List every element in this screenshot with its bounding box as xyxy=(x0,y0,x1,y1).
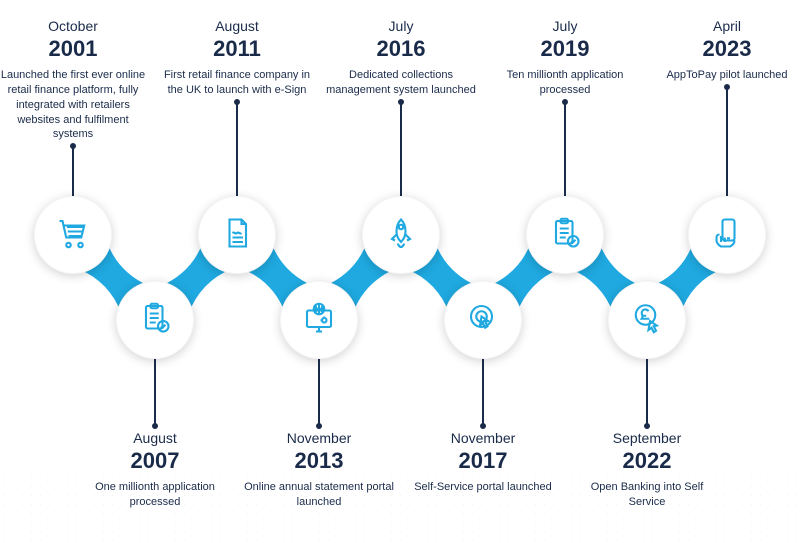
monitor-globe-icon xyxy=(301,300,337,341)
milestone-m4-circle xyxy=(362,196,440,274)
milestone-month: October xyxy=(0,18,148,34)
clipboard-check-icon xyxy=(137,300,173,341)
stem xyxy=(72,146,74,196)
clipboard-check-icon xyxy=(547,215,583,256)
milestone-m0: October 2001 Launched the first ever onlin… xyxy=(0,18,148,142)
cart-icon xyxy=(55,215,91,256)
pound-click-icon xyxy=(629,300,665,341)
milestone-m0-circle xyxy=(34,196,112,274)
milestone-m5: November 2017 Self-Service portal launched xyxy=(408,430,558,495)
milestone-desc: Ten millionth application processed xyxy=(490,68,640,98)
milestone-desc: Self-Service portal launched xyxy=(408,480,558,495)
milestone-desc: One millionth application processed xyxy=(80,480,230,510)
milestone-m8: April 2023 AppToPay pilot launched xyxy=(652,18,801,83)
milestone-year: 2017 xyxy=(408,448,558,474)
timeline: October 2001 Launched the first ever onlin… xyxy=(0,0,801,543)
stem-dot xyxy=(316,423,322,429)
stem xyxy=(400,102,402,196)
phone-hand-icon xyxy=(709,215,745,256)
milestone-m2-circle xyxy=(198,196,276,274)
stem-dot xyxy=(152,423,158,429)
milestone-month: July xyxy=(490,18,640,34)
document-icon xyxy=(219,215,255,256)
milestone-m6: July 2019 Ten millionth application proces… xyxy=(490,18,640,98)
target-click-icon xyxy=(465,300,501,341)
milestone-month: April xyxy=(652,18,801,34)
stem-dot xyxy=(644,423,650,429)
milestone-year: 2016 xyxy=(326,36,476,62)
milestone-m6-circle xyxy=(526,196,604,274)
milestone-m1-circle xyxy=(116,281,194,359)
milestone-desc: Online annual statement portal launched xyxy=(244,480,394,510)
stem-dot xyxy=(480,423,486,429)
milestone-m4: July 2016 Dedicated collections management… xyxy=(326,18,476,98)
stem xyxy=(236,102,238,196)
milestone-year: 2023 xyxy=(652,36,801,62)
stem-dot xyxy=(70,143,76,149)
milestone-m5-circle xyxy=(444,281,522,359)
milestone-desc: Open Banking into Self Service xyxy=(572,480,722,510)
stem xyxy=(726,87,728,196)
milestone-desc: Dedicated collections management system … xyxy=(326,68,476,98)
milestone-m1: August 2007 One millionth application proc… xyxy=(80,430,230,510)
stem xyxy=(564,102,566,196)
milestone-year: 2022 xyxy=(572,448,722,474)
stem xyxy=(646,359,648,426)
milestone-year: 2011 xyxy=(162,36,312,62)
milestone-m2: August 2011 First retail finance company i… xyxy=(162,18,312,98)
milestone-year: 2007 xyxy=(80,448,230,474)
milestone-m7: September 2022 Open Banking into Self Serv… xyxy=(572,430,722,510)
milestone-desc: AppToPay pilot launched xyxy=(652,68,801,83)
milestone-month: August xyxy=(80,430,230,446)
milestone-year: 2019 xyxy=(490,36,640,62)
milestone-month: July xyxy=(326,18,476,34)
milestone-month: September xyxy=(572,430,722,446)
rocket-icon xyxy=(383,215,419,256)
milestone-desc: Launched the first ever online retail fi… xyxy=(0,68,148,142)
milestone-m3: November 2013 Online annual statement port… xyxy=(244,430,394,510)
milestone-m7-circle xyxy=(608,281,686,359)
milestone-month: November xyxy=(244,430,394,446)
stem xyxy=(482,359,484,426)
milestone-m3-circle xyxy=(280,281,358,359)
milestone-m8-circle xyxy=(688,196,766,274)
stem xyxy=(154,359,156,426)
milestone-year: 2013 xyxy=(244,448,394,474)
milestone-desc: First retail finance company in the UK t… xyxy=(162,68,312,98)
milestone-month: August xyxy=(162,18,312,34)
milestone-month: November xyxy=(408,430,558,446)
stem-dot xyxy=(234,99,240,105)
stem-dot xyxy=(724,84,730,90)
stem xyxy=(318,359,320,426)
stem-dot xyxy=(398,99,404,105)
milestone-year: 2001 xyxy=(0,36,148,62)
stem-dot xyxy=(562,99,568,105)
